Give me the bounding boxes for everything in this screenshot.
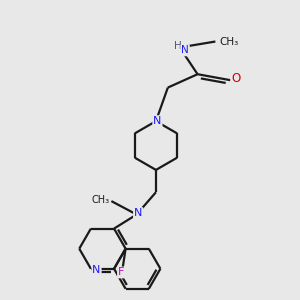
Text: F: F bbox=[118, 268, 124, 278]
Text: H: H bbox=[174, 41, 182, 51]
Text: CH₃: CH₃ bbox=[220, 37, 239, 46]
Text: N: N bbox=[153, 116, 162, 126]
Text: CH₃: CH₃ bbox=[92, 195, 110, 205]
Text: N: N bbox=[92, 265, 101, 275]
Text: O: O bbox=[232, 72, 241, 85]
Text: N: N bbox=[181, 45, 189, 56]
Text: N: N bbox=[134, 208, 142, 218]
